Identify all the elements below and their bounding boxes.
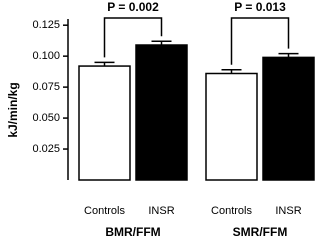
y-tick-label: 0.075	[32, 81, 60, 93]
y-tick-label: 0.025	[32, 143, 60, 155]
bar	[78, 65, 131, 181]
annotation: P = 0.002	[107, 0, 159, 14]
bar	[135, 44, 188, 181]
x-tick-label: INSR	[148, 205, 174, 217]
y-tick-label: 0.100	[32, 50, 60, 62]
x-tick-label: Controls	[211, 205, 252, 217]
bar	[205, 72, 258, 181]
group-label: BMR/FFM	[105, 225, 160, 239]
group-label: SMR/FFM	[233, 225, 288, 239]
significance-bracket	[103, 17, 163, 58]
annotation: P = 0.013	[234, 0, 286, 14]
y-tick-label: 0.125	[32, 19, 60, 31]
bar	[262, 56, 315, 181]
y-tick-label: 0.050	[32, 112, 60, 124]
y-axis-label: kJ/min/kg	[6, 82, 20, 137]
x-tick-label: INSR	[275, 205, 301, 217]
x-tick-label: Controls	[84, 205, 125, 217]
significance-bracket	[230, 17, 290, 65]
